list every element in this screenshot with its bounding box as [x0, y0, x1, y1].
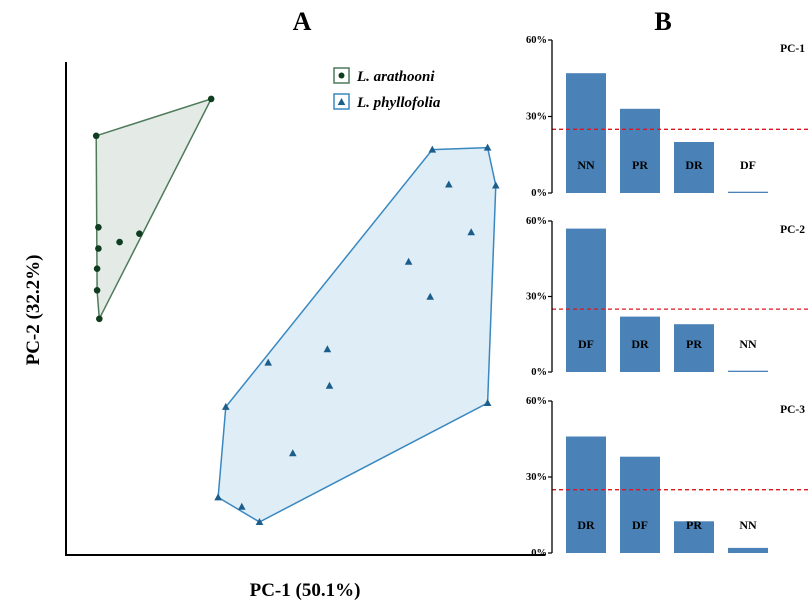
point-phyllofolia-13 [214, 493, 222, 501]
panel-a-label: A [293, 7, 312, 36]
bar-label-pc-1-pr: PR [632, 158, 648, 172]
bar-pc-2-dr [620, 316, 660, 372]
y-tick-label-pc-3-0: 0% [531, 548, 547, 559]
point-arathooni-2 [95, 224, 102, 231]
y-tick-label-pc-1-60: 60% [526, 35, 547, 46]
point-arathooni-5 [93, 287, 101, 294]
x-axis-title: PC-1 (50.1%) [250, 580, 361, 601]
point-arathooni-3 [95, 245, 102, 252]
bar-pc-3-df [620, 456, 660, 553]
bar-label-pc-2-df: DF [578, 337, 594, 351]
legend: L. arathooni L. phyllofolia [333, 67, 441, 111]
bar-pc-1-df [728, 191, 768, 193]
y-axis-title: PC-2 (32.2%) [23, 255, 44, 366]
point-phyllofolia-5 [404, 257, 413, 265]
bar-chart-title-pc-3: PC-3 [780, 404, 805, 416]
bar-pc-3-dr [566, 436, 606, 553]
bar-label-pc-3-nn: NN [739, 518, 757, 532]
y-tick-label-pc-1-0: 0% [531, 188, 547, 199]
bar-label-pc-1-dr: DR [685, 158, 703, 172]
bar-pc-3-nn [728, 547, 768, 553]
convex-hulls [95, 97, 497, 523]
bar-label-pc-2-nn: NN [739, 337, 757, 351]
point-phyllofolia-6 [325, 381, 334, 389]
bar-chart-pc-3: DR DF PR NN 0% 30% 60% PC-3 [526, 396, 809, 559]
point-phyllofolia-7 [426, 292, 434, 300]
point-phyllofolia-10 [222, 402, 230, 410]
point-phyllofolia-3 [492, 181, 500, 189]
bar-pc-1-nn [566, 73, 606, 193]
point-phyllofolia-0 [428, 145, 437, 153]
point-arathooni-0 [92, 132, 100, 140]
bar-chart-pc-1: NN PR DR DF 0% 30% 60% PC-1 [526, 35, 809, 199]
legend-marker-circle-icon [338, 72, 345, 79]
bar-pc-2-pr [674, 324, 714, 372]
point-phyllofolia-8 [264, 358, 272, 366]
point-phyllofolia-4 [467, 228, 475, 236]
legend-label-arathooni: L. arathooni [356, 69, 435, 85]
hull-phyllofolia [217, 146, 497, 523]
point-arathooni-1 [207, 95, 215, 103]
bar-pc-2-nn [728, 370, 768, 372]
bar-label-pc-1-nn: NN [577, 158, 595, 172]
panel-b-label: B [654, 7, 671, 36]
hull-arathooni [95, 97, 213, 322]
y-tick-label-pc-2-0: 0% [531, 367, 547, 378]
y-tick-label-pc-2-60: 60% [526, 216, 547, 227]
bar-label-pc-3-df: DF [632, 518, 648, 532]
y-tick-label-pc-2-30: 30% [526, 292, 547, 303]
point-phyllofolia-15 [255, 518, 264, 525]
bar-chart-title-pc-1: PC-1 [780, 43, 805, 55]
scatter-points [92, 95, 500, 525]
bar-label-pc-3-pr: PR [686, 518, 702, 532]
point-phyllofolia-12 [289, 449, 297, 457]
bar-chart-title-pc-2: PC-2 [780, 224, 805, 236]
bar-chart-pc-2: DF DR PR NN 0% 30% 60% PC-2 [526, 216, 809, 378]
point-arathooni-6 [136, 230, 143, 237]
bar-label-pc-2-dr: DR [631, 337, 649, 351]
scatter-plot: PC-1 (50.1%) PC-2 (32.2%) L. arathooni L… [23, 62, 545, 601]
bar-label-pc-1-df: DF [740, 158, 756, 172]
point-phyllofolia-11 [483, 399, 492, 406]
bar-pc-3-pr [674, 521, 714, 553]
point-phyllofolia-2 [445, 180, 453, 188]
bar-label-pc-2-pr: PR [686, 337, 702, 351]
point-phyllofolia-1 [483, 143, 492, 151]
point-phyllofolia-14 [238, 502, 246, 510]
point-arathooni-4 [93, 265, 101, 273]
bar-panels: NN PR DR DF 0% 30% 60% PC-1 DF DR PR NN 0% 30% 60% PC-2… [526, 35, 809, 559]
legend-label-phyllofolia: L. phyllofolia [356, 95, 441, 111]
bar-pc-1-pr [620, 108, 660, 193]
point-arathooni-8 [96, 315, 103, 323]
point-arathooni-7 [116, 238, 123, 246]
y-tick-label-pc-1-30: 30% [526, 112, 547, 123]
bar-label-pc-3-dr: DR [577, 518, 595, 532]
bar-pc-1-dr [674, 142, 714, 193]
y-tick-label-pc-3-30: 30% [526, 472, 547, 483]
point-phyllofolia-9 [323, 345, 332, 353]
y-tick-label-pc-3-60: 60% [526, 396, 547, 407]
bar-pc-2-df [566, 228, 606, 372]
legend-marker-triangle-icon [337, 98, 346, 105]
